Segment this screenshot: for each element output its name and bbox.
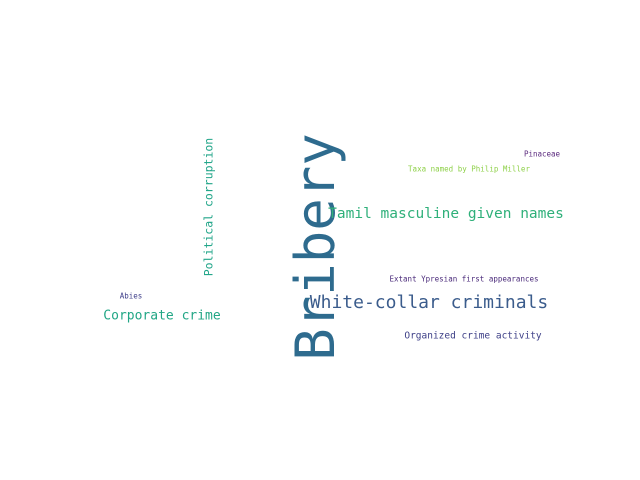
word-tamil-masculine-given-names: Tamil masculine given names [328,205,564,222]
word-abies: Abies [119,291,143,301]
word-extant-ypresian-first-appearances: Extant Ypresian first appearances [389,274,539,284]
word-corporate-crime: Corporate crime [103,308,221,324]
word-taxa-named-by-philip-miller: Taxa named by Philip Miller [408,164,530,174]
word-bribery: Bribery [284,133,347,361]
word-political-corruption: Political corruption [201,137,216,277]
word-white-collar-criminals: White-collar criminals [309,292,549,313]
word-organized-crime-activity: Organized crime activity [404,330,542,342]
word-pinaceae: Pinaceae [523,149,561,159]
